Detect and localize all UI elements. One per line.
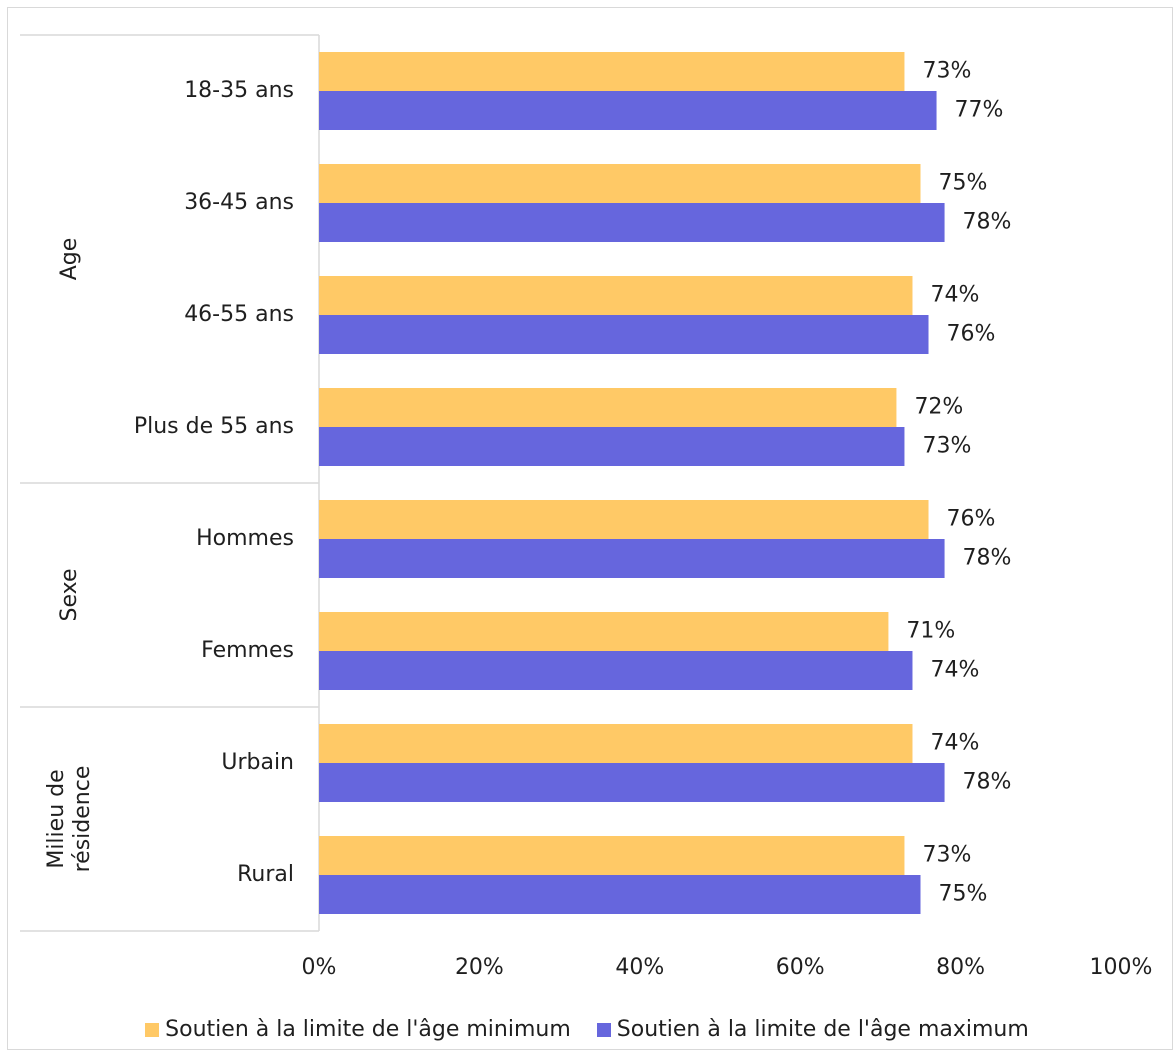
bar-maximum xyxy=(319,91,937,130)
data-label: 73% xyxy=(922,434,971,459)
bar-minimum xyxy=(319,276,913,315)
category-label: Hommes xyxy=(196,526,294,551)
group-label: Age xyxy=(57,238,82,281)
data-label: 78% xyxy=(963,770,1012,795)
bar-minimum xyxy=(319,164,921,203)
group-label: résidence xyxy=(70,766,95,873)
data-label: 72% xyxy=(914,395,963,420)
bar-maximum xyxy=(319,763,945,802)
data-label: 75% xyxy=(939,171,988,196)
x-tick-label: 80% xyxy=(936,955,985,980)
data-label: 76% xyxy=(947,322,996,347)
chart-frame xyxy=(7,7,1173,1050)
chart-legend: Soutien à la limite de l'âge minimum Sout… xyxy=(0,1017,1174,1042)
group-label: Sexe xyxy=(57,569,82,622)
data-label: 74% xyxy=(930,283,979,308)
category-label: Plus de 55 ans xyxy=(134,414,294,439)
bar-minimum xyxy=(319,52,905,91)
legend-item: Soutien à la limite de l'âge maximum xyxy=(596,1017,1029,1042)
category-label: 36-45 ans xyxy=(184,190,294,215)
bar-maximum xyxy=(319,875,921,914)
data-label: 74% xyxy=(930,731,979,756)
data-label: 73% xyxy=(922,843,971,868)
data-label: 78% xyxy=(963,546,1012,571)
category-label: Urbain xyxy=(221,750,294,775)
data-label: 78% xyxy=(963,210,1012,235)
legend-item: Soutien à la limite de l'âge minimum xyxy=(145,1017,571,1042)
x-tick-label: 60% xyxy=(776,955,825,980)
category-label: Femmes xyxy=(201,638,294,663)
bar-chart: Age Sexe Milieu de résidence 18-35 ans 73% 77%… xyxy=(20,34,1153,980)
bar-minimum xyxy=(319,724,913,763)
legend-swatch xyxy=(596,1022,611,1037)
data-label: 74% xyxy=(930,658,979,683)
legend-label: Soutien à la limite de l'âge minimum xyxy=(165,1017,571,1042)
category-label: 18-35 ans xyxy=(184,78,294,103)
bar-maximum xyxy=(319,427,905,466)
data-label: 73% xyxy=(922,59,971,84)
legend-swatch xyxy=(145,1022,160,1037)
bar-minimum xyxy=(319,388,897,427)
bar-maximum xyxy=(319,539,945,578)
data-label: 77% xyxy=(955,98,1004,123)
bar-minimum xyxy=(319,836,905,875)
category-label: 46-55 ans xyxy=(184,302,294,327)
bar-minimum xyxy=(319,612,889,651)
group-label: Milieu de xyxy=(44,769,69,868)
bar-minimum xyxy=(319,500,929,539)
data-label: 75% xyxy=(939,882,988,907)
bar-maximum xyxy=(319,651,913,690)
category-label: Rural xyxy=(237,862,294,887)
x-tick-label: 40% xyxy=(615,955,664,980)
data-label: 76% xyxy=(947,507,996,532)
x-tick-label: 100% xyxy=(1090,955,1153,980)
data-label: 71% xyxy=(906,619,955,644)
bar-maximum xyxy=(319,315,929,354)
x-tick-label: 0% xyxy=(302,955,337,980)
bar-maximum xyxy=(319,203,945,242)
legend-label: Soutien à la limite de l'âge maximum xyxy=(616,1017,1029,1042)
x-tick-label: 20% xyxy=(455,955,504,980)
